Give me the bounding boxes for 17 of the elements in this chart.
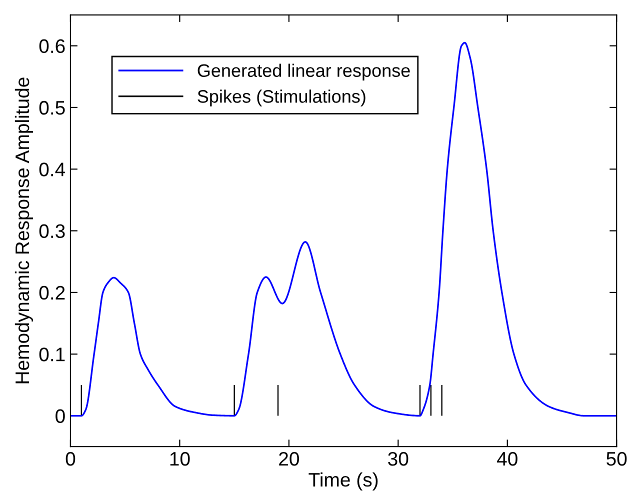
x-tick-label: 50 [606,452,627,466]
y-tick-label: 0.6 [39,39,65,54]
x-tick-label: 30 [388,452,408,466]
legend-label: Generated linear response [198,64,410,81]
x-tick-label: 0 [66,452,76,466]
y-tick-label: 0.1 [39,348,65,362]
y-axis-title: Hemodynamic Response Amplitude [14,78,34,384]
x-tick-label: 20 [279,452,299,466]
x-tick-label: 40 [497,452,518,466]
legend-label: Spikes (Stimulations) [198,90,366,106]
y-tick-label: 0.3 [39,224,65,238]
y-tick-label: 0 [56,409,65,424]
x-axis-title: Time (s) [308,472,378,490]
x-tick-label: 10 [170,452,190,466]
y-tick-label: 0.5 [39,100,65,115]
y-tick-label: 0.2 [39,286,65,300]
y-tick-label: 0.4 [39,162,66,176]
